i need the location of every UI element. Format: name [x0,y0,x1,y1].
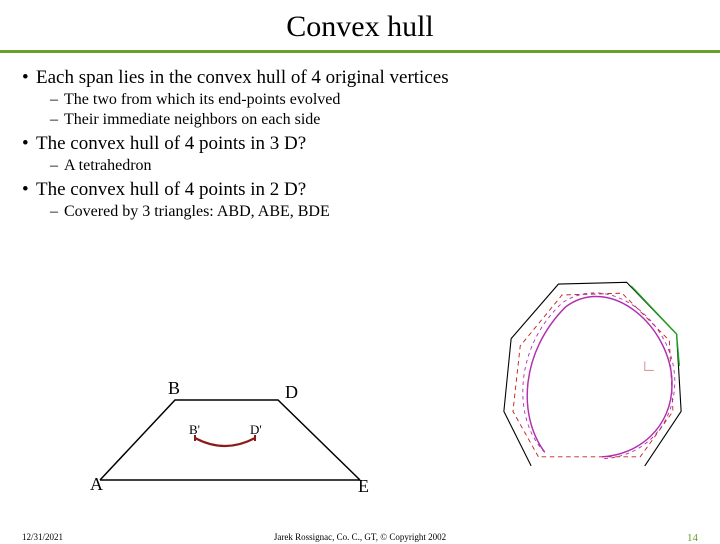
slide-title: Convex hull [0,0,720,50]
footer-credit: Jarek Rossignac, Co. C., GT, © Copyright… [0,532,720,542]
label-a: A [90,474,103,494]
bullet-2-sub-1: –A tetrahedron [50,157,698,175]
label-dp: D' [250,422,262,437]
left-diagram: A B D E B' D' [90,380,370,500]
bullet-1-sub-2-text: Their immediate neighbors on each side [64,111,320,128]
right-dashed-red [513,293,673,457]
bullet-3-sub-1-text: Covered by 3 triangles: ABD, ABE, BDE [64,203,330,220]
bullet-1-text: Each span lies in the convex hull of 4 o… [36,67,449,88]
right-l-marker [645,361,654,370]
footer-page: 14 [687,532,698,544]
label-bp: B' [189,422,200,437]
bullet-1-sub-2: –Their immediate neighbors on each side [50,111,698,129]
right-spline-dashed [523,293,675,459]
span-arc [195,438,255,446]
bullet-3-sub-1: –Covered by 3 triangles: ABD, ABE, BDE [50,203,698,221]
hull-polyline [100,400,360,480]
bullet-3-text: The convex hull of 4 points in 2 D? [36,179,306,200]
label-e: E [358,476,369,496]
bullet-2-sub-1-text: A tetrahedron [64,157,152,174]
label-b: B [168,380,180,398]
bullet-1-sub-1: –The two from which its end-points evolv… [50,91,698,109]
bullet-1-sub-1-text: The two from which its end-points evolve… [64,91,340,108]
bullet-2-text: The convex hull of 4 points in 3 D? [36,133,306,154]
content-area: •Each span lies in the convex hull of 4 … [0,53,720,221]
bullet-3: •The convex hull of 4 points in 2 D? [22,179,698,201]
label-d: D [285,382,298,402]
bullet-1: •Each span lies in the convex hull of 4 … [22,67,698,89]
bullet-2: •The convex hull of 4 points in 3 D? [22,133,698,155]
right-diagram [485,275,700,475]
